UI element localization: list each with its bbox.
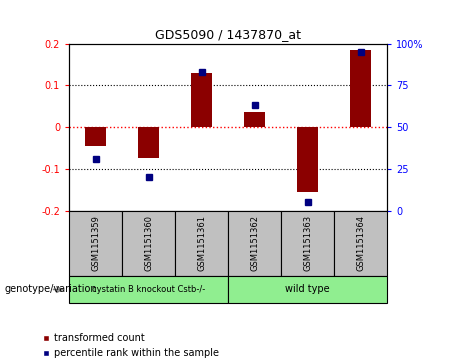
Text: GSM1151363: GSM1151363 xyxy=(303,215,312,271)
Bar xyxy=(122,211,175,276)
Bar xyxy=(69,211,122,276)
Text: cystatin B knockout Cstb-/-: cystatin B knockout Cstb-/- xyxy=(92,285,205,294)
Text: GSM1151359: GSM1151359 xyxy=(91,215,100,271)
Bar xyxy=(350,50,371,127)
Bar xyxy=(85,127,106,146)
Bar xyxy=(69,276,228,303)
Bar xyxy=(297,127,318,192)
Legend: transformed count, percentile rank within the sample: transformed count, percentile rank withi… xyxy=(42,333,219,358)
Text: GSM1151361: GSM1151361 xyxy=(197,215,206,271)
Text: wild type: wild type xyxy=(285,285,330,294)
Text: GSM1151360: GSM1151360 xyxy=(144,215,153,271)
Bar xyxy=(191,73,212,127)
Bar xyxy=(175,211,228,276)
Bar xyxy=(138,127,159,158)
Title: GDS5090 / 1437870_at: GDS5090 / 1437870_at xyxy=(155,28,301,41)
Bar xyxy=(244,113,265,127)
Bar xyxy=(281,211,334,276)
Bar xyxy=(228,211,281,276)
Text: genotype/variation: genotype/variation xyxy=(5,285,97,294)
Text: GSM1151362: GSM1151362 xyxy=(250,215,259,271)
Text: GSM1151364: GSM1151364 xyxy=(356,215,365,271)
Bar xyxy=(334,211,387,276)
Bar xyxy=(228,276,387,303)
